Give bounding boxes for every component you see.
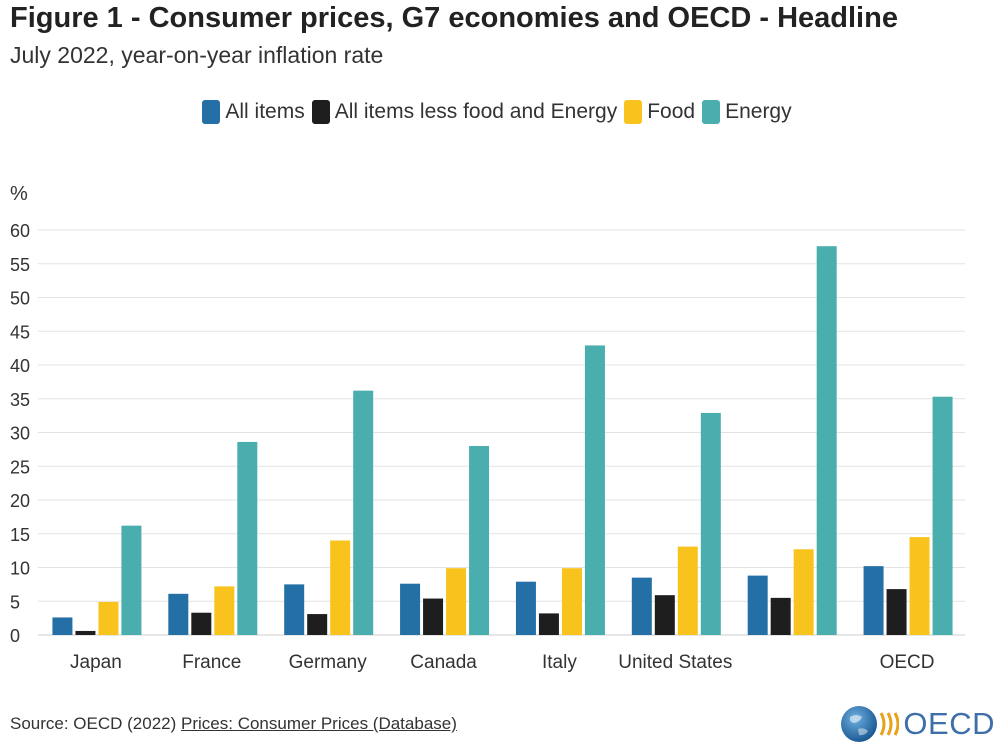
x-tick-label: Germany [289, 652, 368, 673]
source-database-link[interactable]: Prices: Consumer Prices (Database) [181, 714, 457, 733]
oecd-logo-text: OECD [903, 706, 995, 741]
bar [469, 446, 490, 635]
bar [886, 589, 907, 635]
x-tick-label: France [182, 652, 241, 673]
bar [214, 586, 235, 635]
y-tick-label: 10 [10, 559, 30, 579]
legend-item[interactable]: All items [202, 100, 305, 124]
bar [909, 537, 930, 635]
globe-icon [841, 706, 900, 742]
bar [52, 617, 73, 635]
y-tick-label: 5 [10, 592, 20, 612]
y-tick-label: 15 [10, 525, 30, 545]
x-tick-label: United States [618, 652, 732, 673]
oecd-logo: OECD [840, 703, 995, 745]
source-note: Source: OECD (2022) Prices: Consumer Pri… [10, 714, 457, 734]
x-tick-label: Canada [410, 652, 477, 673]
x-tick-label: OECD [880, 652, 935, 673]
bar [793, 549, 814, 635]
legend-swatch [624, 100, 643, 124]
bar [168, 593, 189, 635]
bar [423, 598, 444, 635]
bar [191, 612, 212, 635]
y-tick-label: 45 [10, 322, 30, 342]
bar [654, 595, 675, 635]
y-tick-label: 55 [10, 255, 30, 275]
legend-label: All items [225, 100, 305, 123]
legend-item[interactable]: Energy [702, 100, 792, 124]
y-tick-label: 20 [10, 491, 30, 511]
bar [770, 597, 791, 635]
legend-item[interactable]: All items less food and Energy [311, 100, 618, 124]
y-tick-label: 60 [10, 221, 30, 241]
x-tick-label: Italy [542, 652, 577, 673]
legend-label: Energy [725, 100, 792, 123]
source-prefix: Source: OECD (2022) [10, 714, 182, 733]
legend-item[interactable]: Food [624, 100, 695, 124]
bar [677, 546, 698, 635]
bar [561, 568, 582, 635]
bar [863, 566, 884, 635]
bar [353, 390, 374, 635]
bar [747, 575, 768, 635]
chart-title: Figure 1 - Consumer prices, G7 economies… [10, 2, 898, 34]
bar [446, 568, 467, 635]
bar [237, 441, 258, 635]
bar [932, 396, 953, 635]
bar-chart: % 0 5 10 15 20 25 30 35 40 45 50 55 60 Japan France Germ… [10, 183, 965, 673]
y-axis-label: % [10, 183, 28, 205]
y-tick-label: 25 [10, 457, 30, 477]
bar [284, 584, 305, 635]
bar [400, 583, 421, 635]
bar [121, 525, 142, 635]
legend-label: All items less food and Energy [334, 100, 618, 123]
bar [330, 540, 351, 635]
x-tick-label: Japan [70, 652, 122, 673]
bar [75, 630, 96, 635]
bar [98, 601, 119, 635]
y-tick-label: 30 [10, 424, 30, 444]
y-tick-label: 35 [10, 390, 30, 410]
y-tick-label: 40 [10, 356, 30, 376]
bar [700, 412, 721, 635]
bar [584, 345, 605, 635]
bar [631, 577, 652, 635]
legend-swatch [702, 100, 721, 124]
y-tick-label: 0 [10, 626, 20, 646]
chart-subtitle: July 2022, year-on-year inflation rate [10, 42, 384, 68]
legend-swatch [202, 100, 221, 124]
y-tick-label: 50 [10, 289, 30, 309]
bar [515, 581, 536, 635]
legend-label: Food [647, 100, 696, 123]
legend-swatch [311, 100, 330, 124]
bar [538, 613, 559, 635]
bar [816, 246, 837, 635]
bar [307, 614, 328, 635]
chart-legend: All items All items less food and Energy F… [0, 100, 1001, 124]
